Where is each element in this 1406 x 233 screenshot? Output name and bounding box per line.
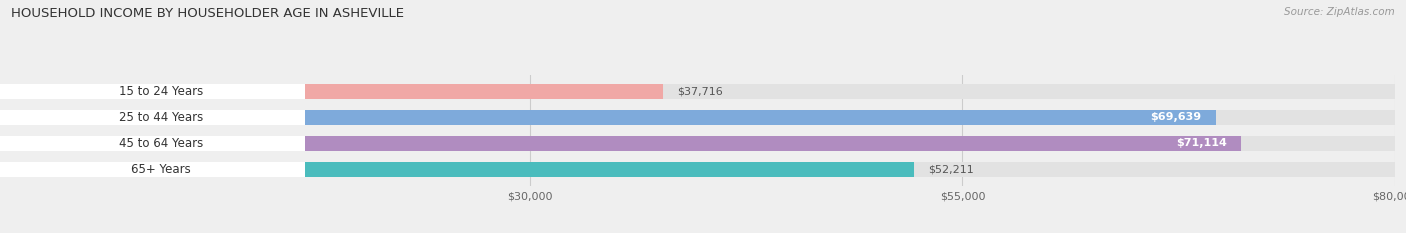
Text: 25 to 44 Years: 25 to 44 Years [118, 111, 202, 124]
Text: 15 to 24 Years: 15 to 24 Years [118, 85, 202, 98]
Text: 45 to 64 Years: 45 to 64 Years [118, 137, 202, 150]
FancyBboxPatch shape [0, 84, 305, 99]
Text: $37,716: $37,716 [678, 86, 723, 96]
FancyBboxPatch shape [0, 110, 305, 125]
Text: $52,211: $52,211 [928, 164, 974, 175]
FancyBboxPatch shape [11, 162, 914, 177]
FancyBboxPatch shape [11, 136, 1241, 151]
FancyBboxPatch shape [0, 136, 305, 151]
FancyBboxPatch shape [11, 84, 1395, 99]
FancyBboxPatch shape [11, 110, 1216, 125]
Text: Source: ZipAtlas.com: Source: ZipAtlas.com [1284, 7, 1395, 17]
Text: HOUSEHOLD INCOME BY HOUSEHOLDER AGE IN ASHEVILLE: HOUSEHOLD INCOME BY HOUSEHOLDER AGE IN A… [11, 7, 405, 20]
FancyBboxPatch shape [0, 162, 305, 177]
Text: 65+ Years: 65+ Years [131, 163, 191, 176]
FancyBboxPatch shape [11, 162, 1395, 177]
Text: $71,114: $71,114 [1177, 138, 1227, 148]
FancyBboxPatch shape [11, 84, 664, 99]
FancyBboxPatch shape [11, 110, 1395, 125]
Text: $69,639: $69,639 [1150, 113, 1202, 123]
FancyBboxPatch shape [11, 136, 1395, 151]
